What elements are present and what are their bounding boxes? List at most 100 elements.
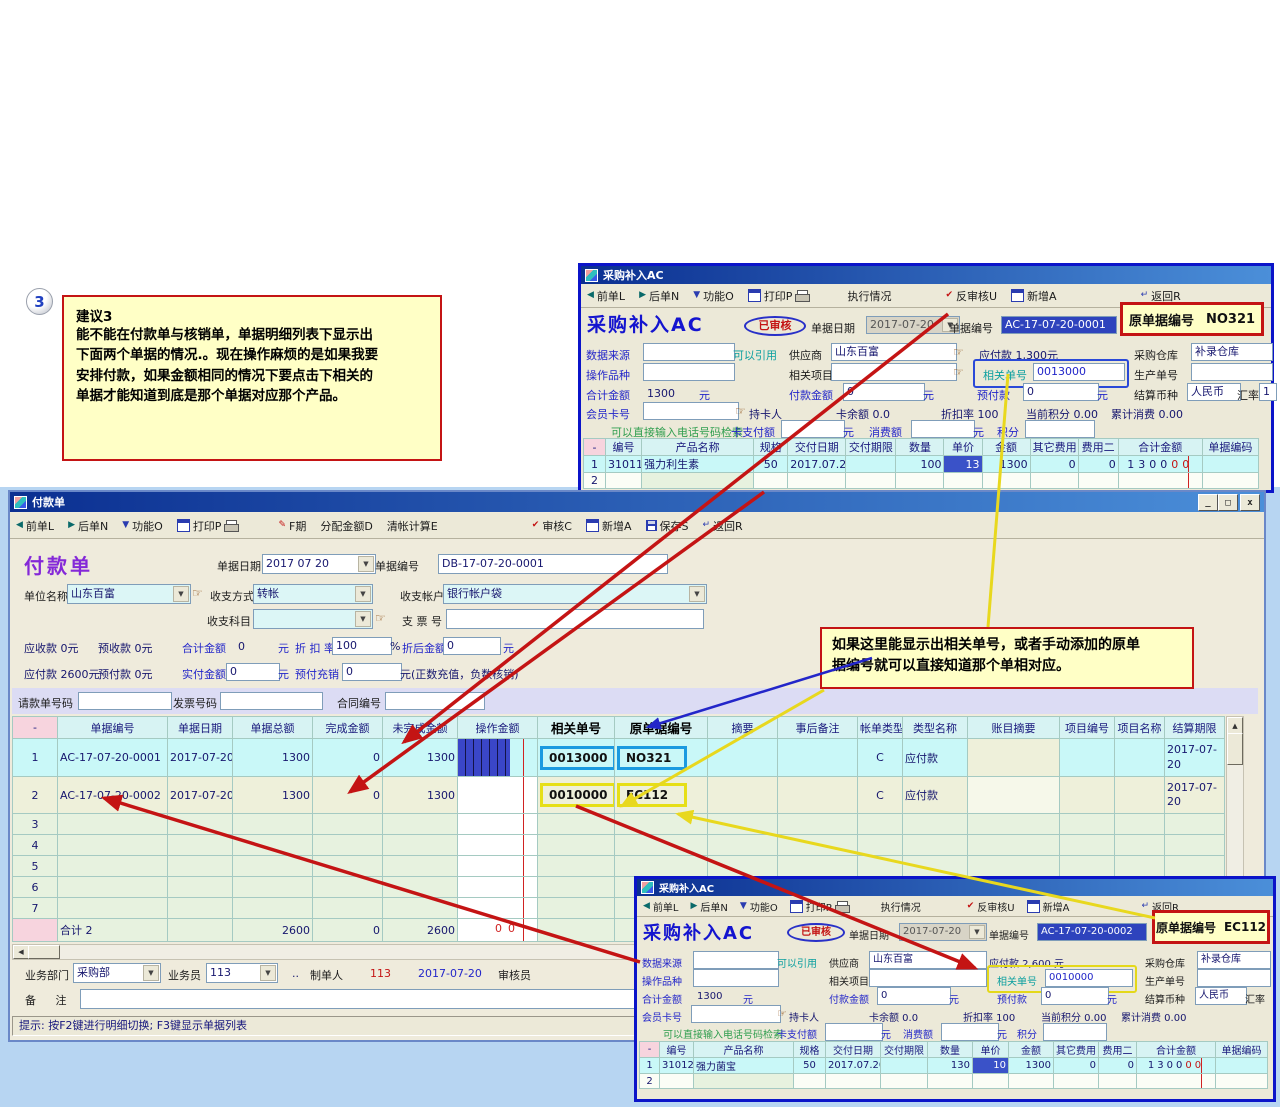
dropdown-arrow-icon[interactable]: ▼ <box>689 586 705 602</box>
col-header[interactable]: 金额 <box>1008 1041 1054 1058</box>
orig-no-cell[interactable]: EC112 <box>614 776 708 814</box>
doc-date-combo[interactable]: 2017-07-20 ▼ <box>866 316 960 334</box>
op-kind-input[interactable] <box>643 363 735 381</box>
col-header[interactable]: 结算期限 <box>1164 716 1225 739</box>
close-button[interactable]: x <box>1240 494 1260 511</box>
data-source-input[interactable] <box>693 951 779 969</box>
col-header[interactable]: 单据日期 <box>167 716 233 739</box>
col-header[interactable]: 帐单类型 <box>857 716 903 739</box>
related-no-cell[interactable]: 0013000 <box>537 738 615 777</box>
window-titlebar[interactable]: 付款单 _ □ x <box>10 492 1264 512</box>
doc-no-input[interactable]: AC-17-07-20-0001 <box>1001 316 1117 334</box>
doc-no-input[interactable]: AC-17-07-20-0002 <box>1037 923 1147 941</box>
print-button[interactable]: 打印P <box>789 899 850 914</box>
lookup-hand-icon[interactable]: ☞ <box>735 404 746 418</box>
col-header[interactable]: 摘要 <box>707 716 778 739</box>
col-header[interactable]: 单价 <box>972 1041 1009 1058</box>
doc-no-cell[interactable]: AC-17-07-20-0001 <box>57 738 168 777</box>
scrollbar-thumb[interactable] <box>28 945 60 959</box>
col-header[interactable]: 费用二 <box>1098 1041 1137 1058</box>
back-button[interactable]: ↵ 返回R <box>702 519 743 533</box>
member-card-input[interactable] <box>691 1005 781 1023</box>
clear-calc-button[interactable]: 清帐计算E <box>386 519 438 533</box>
prepay-input[interactable]: 0 <box>1041 987 1109 1005</box>
col-header[interactable]: 交付期限 <box>845 438 897 456</box>
next-doc-button[interactable]: ▶ 后单N <box>639 289 680 303</box>
pay-amount-input[interactable]: 0 <box>877 987 951 1005</box>
add-button[interactable]: 新增A <box>1011 288 1057 304</box>
dropdown-arrow-icon[interactable]: ▼ <box>355 611 371 627</box>
col-header[interactable]: 合计金额 <box>1136 1041 1216 1058</box>
actual-pay-input[interactable]: 0 <box>226 663 280 681</box>
prod-no-input[interactable] <box>1191 363 1273 381</box>
related-no-input[interactable]: 0013000 <box>1033 363 1125 381</box>
col-header[interactable]: - <box>12 716 58 739</box>
rel-project-input[interactable] <box>831 363 957 381</box>
dropdown-arrow-icon[interactable]: ▼ <box>355 586 371 602</box>
card-pay-input[interactable] <box>781 420 845 438</box>
table-row[interactable]: 1 31011 强力利生素 50 2017.07.20 100 13 1300 … <box>582 455 1260 473</box>
clerk-combo[interactable]: 113 ▼ <box>206 963 278 983</box>
col-header[interactable]: 其它费用 <box>1053 1041 1099 1058</box>
consume-amt-input[interactable] <box>911 420 975 438</box>
col-header[interactable]: 项目名称 <box>1114 716 1165 739</box>
discount-input[interactable]: 100 <box>332 637 392 655</box>
doc-date-combo[interactable]: 2017 07 20 ▼ <box>262 554 376 574</box>
save-button[interactable]: 保存S <box>645 518 689 534</box>
method-combo[interactable]: 转帐 ▼ <box>253 584 373 604</box>
table-row[interactable]: 5 <box>12 855 1225 877</box>
currency-input[interactable]: 人民币 <box>1187 383 1241 401</box>
dropdown-arrow-icon[interactable]: ▼ <box>260 965 276 981</box>
col-header[interactable]: 类型名称 <box>902 716 968 739</box>
col-header[interactable]: - <box>639 1041 660 1058</box>
prod-no-input[interactable] <box>1197 969 1271 987</box>
col-header[interactable]: 其它费用 <box>1029 438 1079 456</box>
col-header[interactable]: 合计金额 <box>1117 438 1203 456</box>
data-source-input[interactable] <box>643 343 735 361</box>
col-header-related-no[interactable]: 相关单号 <box>537 716 615 739</box>
member-card-input[interactable] <box>643 402 739 420</box>
orig-no-box[interactable]: NO321 <box>617 745 687 770</box>
col-header[interactable]: 数量 <box>895 438 945 456</box>
orig-no-cell[interactable]: NO321 <box>614 738 708 777</box>
col-header[interactable]: 交付期限 <box>880 1041 928 1058</box>
next-doc-button[interactable]: ▶ 后单N <box>690 900 728 914</box>
doc-no-cell[interactable]: AC-17-07-20-0002 <box>57 776 168 814</box>
minimize-button[interactable]: _ <box>1198 494 1218 511</box>
points-input[interactable] <box>1025 420 1095 438</box>
col-header[interactable]: 单据编码 <box>1201 438 1260 456</box>
col-header[interactable]: 单价 <box>943 438 983 456</box>
col-header[interactable]: 交付日期 <box>825 1041 881 1058</box>
back-button[interactable]: ↵ 返回R <box>1140 289 1181 303</box>
unit-price-selected[interactable]: 13 <box>943 455 983 473</box>
col-header[interactable]: 交付日期 <box>787 438 847 456</box>
subject-combo[interactable]: ▼ <box>253 609 373 629</box>
maximize-button[interactable]: □ <box>1218 494 1238 511</box>
unaudit-button[interactable]: ✔ 反审核U <box>945 289 998 303</box>
cheque-input[interactable] <box>446 609 704 629</box>
col-header[interactable]: 操作金额 <box>457 716 538 739</box>
lookup-hand-icon[interactable]: ☞ <box>953 345 964 359</box>
supplier-input[interactable]: 山东百富 <box>869 951 987 969</box>
col-header[interactable]: 完成金额 <box>312 716 383 739</box>
exec-status-button[interactable]: 执行情况 <box>847 289 892 303</box>
scroll-left-icon[interactable]: ◀ <box>13 945 29 959</box>
function-button[interactable]: ▼ 功能O <box>693 289 734 303</box>
related-no-box[interactable]: 0013000 <box>540 745 614 770</box>
currency-input[interactable]: 人民币 <box>1195 987 1247 1005</box>
lookup-hand-icon[interactable]: ☞ <box>953 365 964 379</box>
request-no-input[interactable] <box>78 692 172 710</box>
col-header[interactable]: - <box>582 438 607 456</box>
related-no-input[interactable]: 0010000 <box>1045 969 1133 987</box>
rel-project-input[interactable] <box>869 969 987 987</box>
lookup-hand-icon[interactable]: ☞ <box>777 1007 787 1020</box>
col-header[interactable]: 金额 <box>981 438 1031 456</box>
rate-input[interactable]: 1 <box>1259 383 1277 401</box>
lookup-hand-icon[interactable]: ☞ <box>375 611 386 625</box>
doc-date-combo[interactable]: 2017-07-20 ▼ <box>899 923 987 941</box>
op-kind-input[interactable] <box>693 969 779 987</box>
unaudit-button[interactable]: ✔ 反审核U <box>966 900 1015 914</box>
table-row[interactable]: 1 AC-17-07-20-0001 2017-07-20 1300 0 130… <box>12 738 1225 777</box>
function-button[interactable]: ▼ 功能O <box>739 900 778 914</box>
col-header[interactable]: 项目编号 <box>1059 716 1115 739</box>
